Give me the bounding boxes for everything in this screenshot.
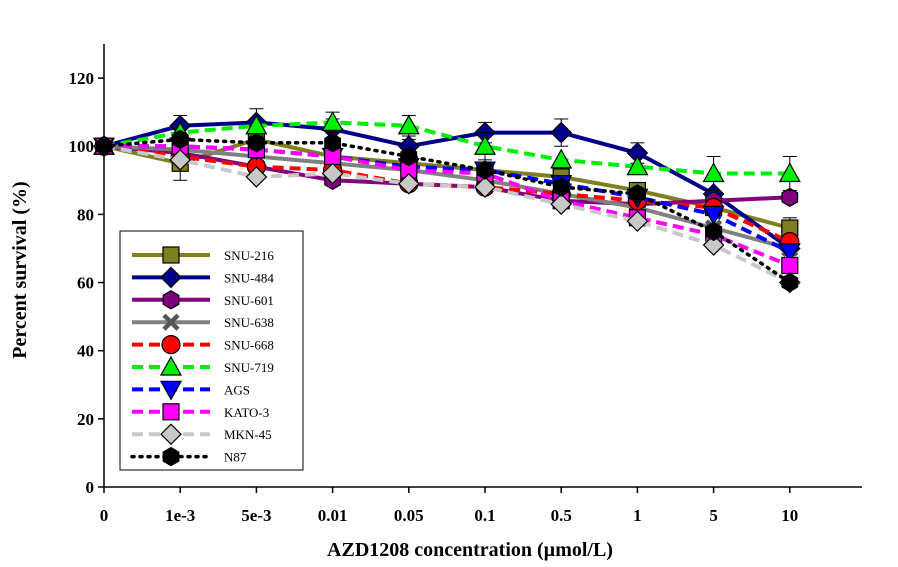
legend-marker — [162, 313, 180, 331]
legend-label: SNU-668 — [224, 338, 274, 353]
legend-label: KATO-3 — [224, 405, 269, 420]
x-tick-label: 0.1 — [474, 506, 495, 525]
series-line — [103, 144, 791, 285]
tick-labels: 0 20 40 60 80 100 120 0 1e-3 5e-3 0.01 0.05 0.1 0.5 1 5… — [69, 69, 799, 525]
data-point — [778, 162, 801, 183]
x-tick-label: 5e-3 — [241, 506, 271, 525]
series-line — [103, 120, 790, 176]
axes — [98, 44, 862, 493]
y-tick-label: 80 — [77, 205, 94, 224]
y-axis-title: Percent survival (%) — [9, 181, 31, 358]
legend-item-snu-668: SNU-668 — [132, 335, 274, 355]
y-tick-label: 60 — [77, 274, 94, 293]
legend-marker — [160, 266, 182, 289]
legend-item-mkn-45: MKN-45 — [132, 423, 272, 446]
legend-item-n87: N87 — [130, 446, 247, 467]
y-tick-label: 20 — [77, 410, 94, 429]
legend-item-ags: AGS — [132, 380, 250, 401]
legend-label: SNU-601 — [224, 293, 274, 308]
y-tick-label: 40 — [77, 342, 94, 361]
data-point — [626, 210, 649, 233]
legend-marker — [162, 403, 180, 421]
legend-label: SNU-638 — [224, 315, 274, 330]
legend-label: MKN-45 — [224, 427, 272, 442]
legend-item-snu-216: SNU-216 — [132, 246, 274, 264]
data-point — [400, 146, 418, 167]
x-tick-label: 1 — [633, 506, 642, 525]
x-tick-label: 10 — [781, 506, 798, 525]
legend-marker — [162, 290, 180, 310]
data-point — [702, 205, 725, 226]
data-point — [702, 234, 725, 256]
legend-marker — [159, 380, 183, 401]
data-point — [397, 172, 420, 195]
legend-marker — [159, 355, 183, 376]
series-line — [103, 120, 791, 251]
data-point — [324, 133, 341, 153]
x-axis-title: AZD1208 concentration (µmol/L) — [327, 539, 613, 561]
data-point — [778, 243, 801, 264]
legend-item-kato-3: KATO-3 — [132, 403, 269, 421]
data-point — [705, 221, 723, 242]
plot-area — [92, 108, 801, 294]
data-point — [781, 256, 799, 275]
y-tick-label: 100 — [69, 137, 95, 156]
data-point — [473, 134, 497, 155]
x-tick-label: 1e-3 — [165, 506, 195, 525]
data-point — [321, 162, 344, 185]
legend-marker — [160, 423, 182, 446]
y-tick-label: 120 — [69, 69, 95, 88]
legend-item-snu-484: SNU-484 — [132, 266, 274, 289]
data-point — [781, 272, 799, 293]
y-tick-label: 0 — [86, 478, 95, 497]
data-point — [552, 177, 570, 197]
legend-label: AGS — [224, 382, 250, 397]
data-point — [397, 114, 420, 135]
legend-marker — [162, 446, 180, 467]
legend-label: SNU-719 — [224, 360, 274, 375]
x-tick-label: 0.5 — [551, 506, 572, 525]
data-point — [702, 162, 725, 183]
x-tick-label: 0.01 — [318, 506, 348, 525]
legend-label: N87 — [224, 450, 247, 465]
x-tick-label: 5 — [709, 506, 718, 525]
series-line — [104, 144, 791, 254]
data-point — [628, 184, 646, 204]
x-tick-label: 0.05 — [394, 506, 424, 525]
legend-marker — [161, 335, 181, 355]
data-point — [245, 166, 268, 188]
legend-item-snu-638: SNU-638 — [132, 313, 274, 331]
series-line — [104, 144, 791, 268]
legend-marker — [162, 246, 180, 264]
data-point — [781, 187, 799, 207]
legend-box — [119, 230, 304, 471]
data-point — [171, 129, 189, 150]
x-tick-label: 0 — [100, 506, 109, 525]
data-point — [169, 149, 192, 171]
legend: SNU-216 SNU-484 SNU-601 SNU-638 SNU-668 SNU-7… — [119, 230, 304, 471]
legend-item-snu-719: SNU-719 — [132, 355, 274, 376]
data-point — [248, 133, 265, 153]
series-line — [103, 144, 791, 244]
x-marker-stroke — [162, 313, 180, 331]
series-line — [103, 144, 791, 251]
series-n87 — [95, 129, 799, 293]
data-point — [476, 160, 494, 180]
data-point — [550, 148, 573, 169]
data-point — [550, 121, 573, 144]
legend-label: SNU-216 — [224, 248, 274, 263]
data-point — [474, 176, 496, 198]
data-point — [550, 193, 573, 216]
series-line — [102, 137, 792, 285]
legend-label: SNU-484 — [224, 270, 274, 285]
data-point — [321, 111, 344, 131]
legend-item-snu-601: SNU-601 — [132, 290, 274, 310]
data-point — [626, 155, 649, 176]
